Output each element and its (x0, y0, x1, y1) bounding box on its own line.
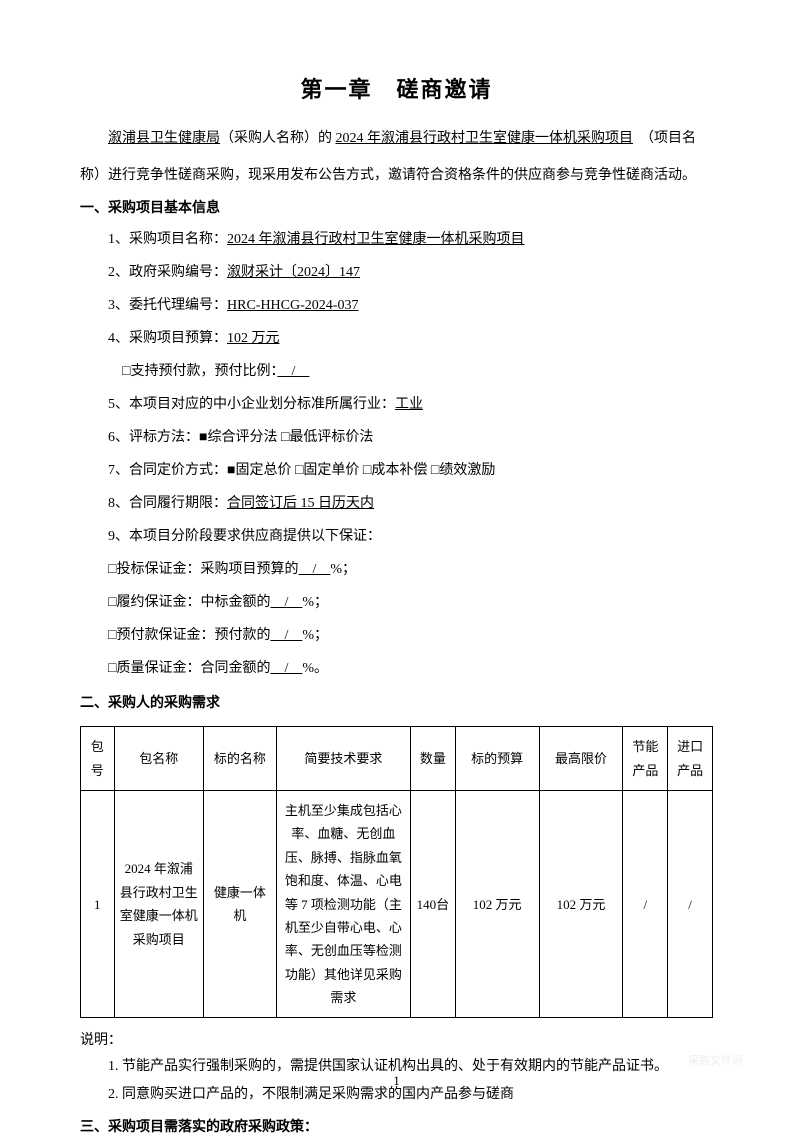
item-2: 2、政府采购编号：溆财采计〔2024〕147 (80, 259, 713, 287)
table-row: 1 2024 年溆浦县行政村卫生室健康一体机采购项目 健康一体机 主机至少集成包… (81, 790, 713, 1018)
guarantee-3: □预付款保证金：预付款的 / %； (80, 622, 713, 650)
item4-value: 102 万元 (227, 331, 280, 346)
item8-label: 8、合同履行期限： (108, 496, 227, 511)
guarantee4-suffix: %。 (302, 661, 328, 676)
intro-text-2: （项目名 (647, 131, 696, 146)
section1-title: 一、采购项目基本信息 (80, 196, 713, 221)
item-3: 3、委托代理编号：HRC-HHCG-2024-037 (80, 292, 713, 320)
th-max-price: 最高限价 (539, 727, 623, 791)
td-eco: / (623, 790, 668, 1018)
table-header-row: 包号 包名称 标的名称 简要技术要求 数量 标的预算 最高限价 节能产品 进口产… (81, 727, 713, 791)
guarantee-1: □投标保证金：采购项目预算的 / %； (80, 556, 713, 584)
item2-value: 溆财采计〔2024〕147 (227, 265, 360, 280)
purchaser-name: 溆浦县卫生健康局 (108, 131, 220, 146)
procurement-table: 包号 包名称 标的名称 简要技术要求 数量 标的预算 最高限价 节能产品 进口产… (80, 726, 713, 1018)
guarantee1-value: / (298, 562, 330, 577)
guarantee2-suffix: %； (302, 595, 328, 610)
guarantee2-label: □履约保证金：中标金额的 (108, 595, 270, 610)
item1-value: 2024 年溆浦县行政村卫生室健康一体机采购项目 (227, 232, 525, 247)
th-quantity: 数量 (410, 727, 455, 791)
intro-paragraph: 溆浦县卫生健康局（采购人名称）的 2024 年溆浦县行政村卫生室健康一体机采购项… (80, 125, 713, 153)
td-price: 102 万元 (539, 790, 623, 1018)
th-budget: 标的预算 (455, 727, 539, 791)
guarantee-2: □履约保证金：中标金额的 / %； (80, 589, 713, 617)
guarantee-4: □质量保证金：合同金额的 / %。 (80, 655, 713, 683)
td-target-name: 健康一体机 (204, 790, 277, 1018)
td-budget: 102 万元 (455, 790, 539, 1018)
item3-label: 3、委托代理编号： (108, 298, 227, 313)
item-1: 1、采购项目名称：2024 年溆浦县行政村卫生室健康一体机采购项目 (80, 226, 713, 254)
td-num: 1 (81, 790, 115, 1018)
item-8: 8、合同履行期限：合同签订后 15 日历天内 (80, 490, 713, 518)
th-import-product: 进口产品 (668, 727, 713, 791)
item-4-sub: □支持预付款，预付比例： / (80, 358, 713, 386)
th-eco-product: 节能产品 (623, 727, 668, 791)
th-tech-requirements: 简要技术要求 (276, 727, 410, 791)
intro-line2: 称）进行竞争性磋商采购，现采用发布公告方式，邀请符合资格条件的供应商参与竞争性磋… (80, 163, 713, 188)
item8-value: 合同签订后 15 日历天内 (227, 496, 374, 511)
watermark: 采购文件网 (688, 1052, 743, 1072)
item2-label: 2、政府采购编号： (108, 265, 227, 280)
guarantee1-suffix: %； (330, 562, 356, 577)
chapter-title: 第一章 磋商邀请 (80, 70, 713, 110)
td-import: / (668, 790, 713, 1018)
td-pkg-name: 2024 年溆浦县行政村卫生室健康一体机采购项目 (114, 790, 203, 1018)
item-5: 5、本项目对应的中小企业划分标准所属行业：工业 (80, 391, 713, 419)
item-9: 9、本项目分阶段要求供应商提供以下保证： (80, 523, 713, 551)
item5-value: 工业 (395, 397, 423, 412)
th-package-number: 包号 (81, 727, 115, 791)
item3-value: HRC-HHCG-2024-037 (227, 298, 358, 313)
section2-title: 二、采购人的采购需求 (80, 691, 713, 716)
intro-text-1: （采购人名称）的 (220, 131, 332, 146)
td-tech: 主机至少集成包括心率、血糖、无创血压、脉搏、指脉血氧饱和度、体温、心电等 7 项… (276, 790, 410, 1018)
item1-label: 1、采购项目名称： (108, 232, 227, 247)
guarantee3-value: / (270, 628, 302, 643)
th-package-name: 包名称 (114, 727, 203, 791)
th-target-name: 标的名称 (204, 727, 277, 791)
section3-title: 三、采购项目需落实的政府采购政策： (80, 1115, 713, 1140)
item4-label: 4、采购项目预算： (108, 331, 227, 346)
guarantee2-value: / (270, 595, 302, 610)
item5-label: 5、本项目对应的中小企业划分标准所属行业： (108, 397, 395, 412)
item4-sub-value: / (277, 364, 309, 379)
guarantee4-label: □质量保证金：合同金额的 (108, 661, 270, 676)
explanation-label: 说明： (80, 1028, 713, 1053)
guarantee1-label: □投标保证金：采购项目预算的 (108, 562, 298, 577)
guarantee3-suffix: %； (302, 628, 328, 643)
guarantee4-value: / (270, 661, 302, 676)
guarantee3-label: □预付款保证金：预付款的 (108, 628, 270, 643)
item-6: 6、评标方法：■综合评分法 □最低评标价法 (80, 424, 713, 452)
item4-sub-label: □支持预付款，预付比例： (122, 364, 277, 379)
item-4: 4、采购项目预算：102 万元 (80, 325, 713, 353)
item-7: 7、合同定价方式：■固定总价 □固定单价 □成本补偿 □绩效激励 (80, 457, 713, 485)
td-qty: 140台 (410, 790, 455, 1018)
page-number: 1 (0, 1069, 793, 1092)
project-name-intro: 2024 年溆浦县行政村卫生室健康一体机采购项目 (336, 131, 634, 146)
